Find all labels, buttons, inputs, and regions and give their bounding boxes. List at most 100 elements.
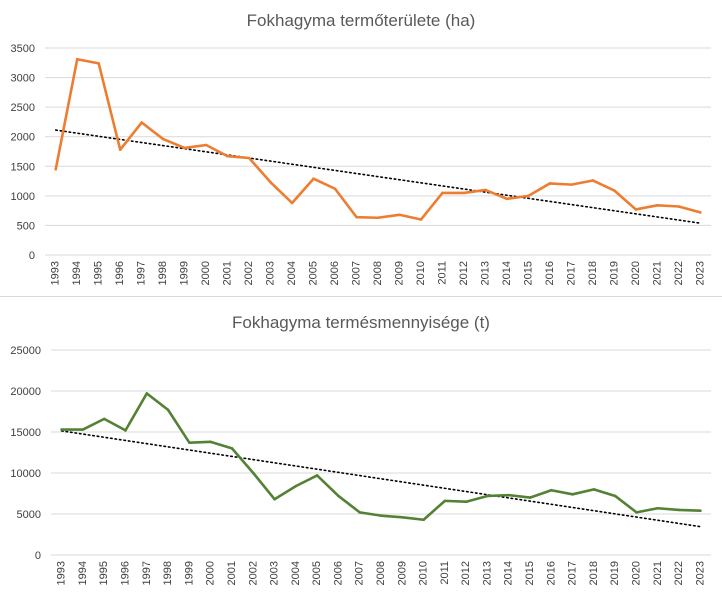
x-tick-label: 2010 <box>418 561 430 585</box>
chart-title: Fokhagyma termőterülete (ha) <box>247 11 476 30</box>
chart-area-garlic-harvest-area: Fokhagyma termőterülete (ha) 0 500 1000 150… <box>11 11 711 285</box>
data-point <box>247 156 251 160</box>
data-point <box>548 182 552 185</box>
x-tick-label: 2022 <box>673 261 685 285</box>
data-point <box>358 511 362 514</box>
data-point <box>655 204 659 207</box>
x-tick-label: 2021 <box>652 561 664 585</box>
data-point <box>570 183 573 186</box>
x-tick-label: 1994 <box>71 261 83 285</box>
data-point <box>591 179 595 182</box>
x-tick-label: 2014 <box>501 261 513 285</box>
x-tick-label: 2018 <box>587 261 599 285</box>
data-point <box>294 484 298 488</box>
data-point <box>443 499 447 503</box>
y-tick-label: 500 <box>17 220 35 232</box>
x-tick-label: 2017 <box>565 261 577 285</box>
data-point <box>699 509 702 513</box>
x-tick-label: 2012 <box>460 561 472 585</box>
y-tick-label: 20000 <box>10 386 41 398</box>
data-point <box>634 208 638 211</box>
x-tick-label: 2000 <box>200 261 212 285</box>
data-point <box>507 493 511 497</box>
data-point <box>124 429 127 432</box>
x-tick-label: 2011 <box>439 561 451 585</box>
data-point <box>441 191 444 195</box>
x-tick-label: 2019 <box>609 561 621 585</box>
x-tick-label: 2000 <box>205 561 217 585</box>
x-tick-label: 2022 <box>673 561 685 585</box>
trendline <box>60 430 702 528</box>
x-tick-label: 2010 <box>415 261 427 285</box>
x-tick-label: 1997 <box>136 261 148 285</box>
x-tick-label: 2005 <box>311 561 323 585</box>
x-tick-label: 1995 <box>98 561 110 585</box>
data-point <box>398 213 401 217</box>
data-point <box>462 191 466 195</box>
data-point <box>337 494 340 498</box>
x-tick-label: 1995 <box>93 261 105 285</box>
data-point <box>166 408 170 412</box>
x-tick-label: 2005 <box>308 261 320 285</box>
y-tick-label: 0 <box>29 250 35 262</box>
data-point <box>613 494 617 498</box>
series-line <box>60 392 702 522</box>
x-tick-label: 1996 <box>114 261 126 285</box>
data-point <box>81 428 85 431</box>
data-point <box>60 428 63 431</box>
data-point <box>230 447 234 450</box>
data-point <box>312 177 315 181</box>
data-point <box>505 197 509 201</box>
x-tick-label: 2015 <box>522 261 534 285</box>
x-tick-label: 2006 <box>332 561 344 585</box>
data-point <box>161 137 165 141</box>
x-tick-label: 2002 <box>243 261 255 285</box>
x-tick-label: 2023 <box>694 561 706 585</box>
data-point <box>571 493 574 496</box>
x-tick-label: 2007 <box>351 261 363 285</box>
y-tick-label: 1000 <box>11 191 35 203</box>
y-tick-label: 2000 <box>11 132 35 144</box>
x-tick-label: 2009 <box>396 561 408 585</box>
x-tick-label: 2009 <box>393 261 405 285</box>
data-point <box>635 511 638 514</box>
y-tick-label: 1500 <box>11 161 35 173</box>
data-point <box>140 121 143 124</box>
x-tick-label: 1993 <box>50 261 62 285</box>
x-tick-label: 2003 <box>269 561 281 585</box>
x-tick-label: 1996 <box>120 561 132 585</box>
data-point <box>269 180 272 184</box>
x-tick-label: 1999 <box>179 261 191 285</box>
x-tick-label: 2006 <box>329 261 341 285</box>
x-tick-label: 2008 <box>372 261 384 285</box>
y-tick-label: 3000 <box>11 73 35 85</box>
x-tick-label: 2014 <box>503 561 515 585</box>
x-tick-label: 2011 <box>436 261 448 285</box>
data-point <box>527 194 530 198</box>
x-tick-label: 1994 <box>77 561 89 585</box>
x-tick-label: 1993 <box>56 561 68 585</box>
x-tick-label: 2016 <box>545 561 557 585</box>
y-tick-label: 3500 <box>11 43 35 55</box>
y-tick-label: 10000 <box>10 468 41 480</box>
x-tick-label: 2013 <box>481 561 493 585</box>
data-point <box>102 417 106 421</box>
chart-area-garlic-yield: Fokhagyma termésmennyisége (t) 0 5000 1000… <box>0 296 722 585</box>
x-tick-label: 2004 <box>286 261 298 285</box>
x-tick-label: 2017 <box>567 561 579 585</box>
data-point <box>677 508 681 512</box>
data-point <box>376 216 380 220</box>
data-point <box>656 506 660 510</box>
data-point <box>419 218 423 221</box>
data-point <box>422 518 425 522</box>
data-point <box>464 500 468 503</box>
data-point <box>484 188 487 192</box>
x-tick-label: 2001 <box>222 261 234 285</box>
x-tick-label: 2020 <box>630 261 642 285</box>
x-tick-label: 2021 <box>651 261 663 285</box>
x-tick-label: 1998 <box>162 561 174 585</box>
x-tick-label: 2004 <box>290 561 302 585</box>
data-point <box>290 201 294 205</box>
data-point <box>528 496 532 499</box>
